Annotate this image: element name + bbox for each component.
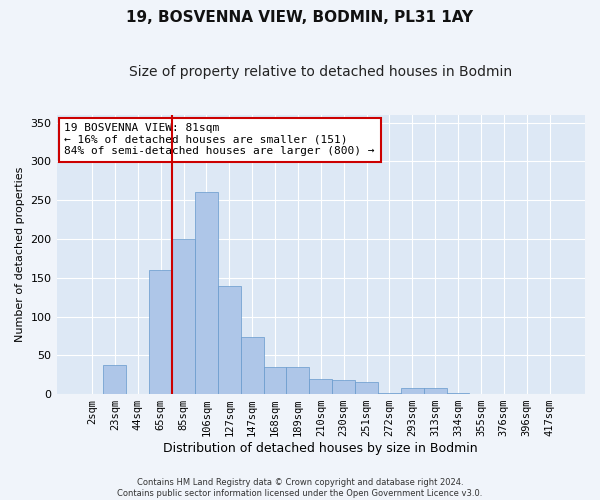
Bar [446, 392, 469, 394]
Text: 19, BOSVENNA VIEW, BODMIN, PL31 1AY: 19, BOSVENNA VIEW, BODMIN, PL31 1AY [127, 10, 473, 25]
Bar [286, 367, 310, 394]
Bar [172, 239, 195, 394]
Y-axis label: Number of detached properties: Number of detached properties [15, 167, 25, 342]
Bar [378, 392, 401, 394]
Bar [218, 286, 241, 394]
Bar [149, 270, 172, 394]
Text: 19 BOSVENNA VIEW: 81sqm
← 16% of detached houses are smaller (151)
84% of semi-d: 19 BOSVENNA VIEW: 81sqm ← 16% of detache… [64, 124, 375, 156]
X-axis label: Distribution of detached houses by size in Bodmin: Distribution of detached houses by size … [163, 442, 478, 455]
Bar [241, 338, 263, 394]
Bar [424, 388, 446, 394]
Bar [355, 382, 378, 394]
Bar [103, 364, 127, 394]
Title: Size of property relative to detached houses in Bodmin: Size of property relative to detached ho… [129, 65, 512, 79]
Bar [263, 367, 286, 394]
Bar [310, 378, 332, 394]
Text: Contains HM Land Registry data © Crown copyright and database right 2024.
Contai: Contains HM Land Registry data © Crown c… [118, 478, 482, 498]
Bar [195, 192, 218, 394]
Bar [332, 380, 355, 394]
Bar [401, 388, 424, 394]
